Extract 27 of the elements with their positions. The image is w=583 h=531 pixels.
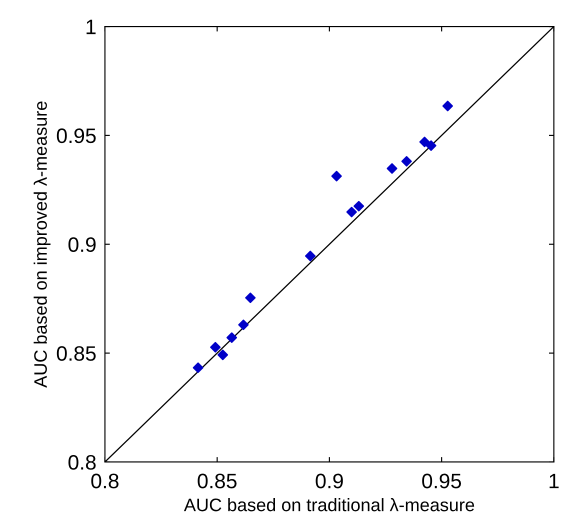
- x-tick-label: 0.8: [91, 474, 119, 488]
- point: [353, 200, 364, 212]
- point: [217, 350, 228, 360]
- point: [192, 362, 204, 374]
- y-tick-label: 0.85: [56, 346, 96, 361]
- y-tick-label: 0.95: [56, 128, 96, 144]
- point: [226, 332, 238, 343]
- x-axis-title: AUC based on traditional λ-measure: [184, 498, 474, 512]
- y-tick-label: 0.8: [68, 454, 96, 470]
- point: [401, 156, 412, 167]
- point: [331, 170, 342, 182]
- x-tick-label: 0.85: [198, 474, 237, 488]
- y-tick-label: 1: [86, 20, 96, 34]
- x-tick-label: 0.95: [422, 474, 462, 488]
- x-tick-label: 0.9: [316, 474, 343, 488]
- point: [305, 250, 316, 262]
- point: [386, 163, 398, 174]
- point: [442, 100, 453, 112]
- y-tick-label: 0.9: [68, 237, 96, 252]
- point: [426, 140, 436, 151]
- point: [346, 206, 357, 218]
- point: [419, 136, 430, 148]
- x-tick-label: 1: [550, 474, 559, 488]
- point: [238, 320, 249, 330]
- y-axis-title: AUC based on improved λ-measure: [34, 102, 51, 388]
- point: [210, 342, 221, 353]
- point: [245, 292, 256, 304]
